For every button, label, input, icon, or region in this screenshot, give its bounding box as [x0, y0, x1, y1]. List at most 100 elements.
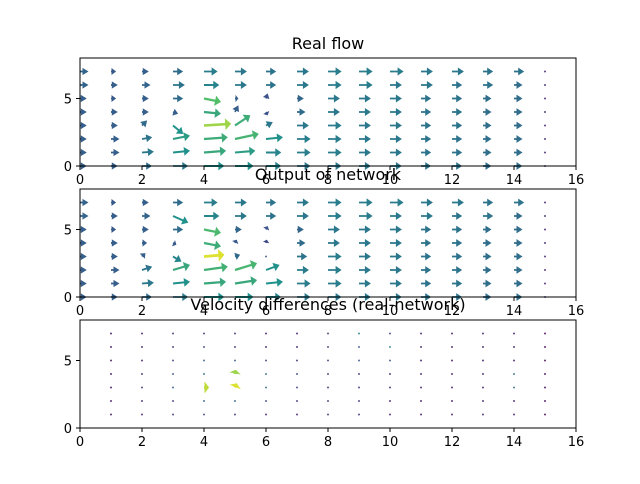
quiver-arrow — [262, 93, 270, 100]
quiver-arrow — [111, 81, 118, 89]
quiver-arrow — [483, 121, 492, 130]
quiver-arrow — [80, 279, 87, 288]
arrow-field — [110, 332, 546, 416]
quiver-arrow — [358, 359, 360, 362]
quiver-arrow — [327, 373, 329, 375]
y-tick-label: 0 — [64, 291, 72, 306]
quiver-arrow — [544, 346, 546, 348]
quiver-arrow — [142, 212, 151, 220]
quiver-arrow — [80, 239, 87, 247]
quiver-arrow — [204, 381, 210, 394]
quiver-arrow — [421, 266, 432, 274]
quiver-arrow — [452, 94, 463, 103]
quiver-arrow — [544, 228, 546, 231]
quiver-arrow — [390, 67, 404, 76]
quiver-arrow — [483, 239, 492, 247]
quiver-arrow — [203, 413, 205, 416]
x-tick-label: 10 — [382, 435, 399, 450]
quiver-arrow — [173, 225, 184, 234]
quiver-arrow — [203, 108, 222, 118]
quiver-arrow — [483, 108, 492, 116]
quiver-arrow — [451, 346, 453, 348]
quiver-arrow — [359, 211, 373, 221]
quiver-arrow — [110, 413, 112, 416]
x-tick-label: 8 — [324, 435, 332, 450]
quiver-arrow — [172, 254, 182, 263]
quiver-arrow — [482, 332, 484, 335]
quiver-arrow — [389, 413, 391, 416]
quiver-arrow — [141, 134, 153, 143]
quiver-arrow — [297, 252, 308, 261]
quiver-arrow — [359, 148, 371, 157]
quiver-arrow — [327, 386, 329, 389]
quiver-arrow — [482, 413, 484, 416]
quiver-arrow — [327, 413, 329, 416]
quiver-arrow — [483, 198, 494, 207]
quiver-arrow — [544, 373, 546, 375]
quiver-arrow — [514, 121, 523, 130]
quiver-arrow — [266, 198, 277, 207]
quiver-arrow — [229, 383, 241, 390]
quiver-arrow — [514, 225, 523, 234]
quiver-arrow — [544, 413, 546, 416]
quiver-arrow — [235, 211, 247, 221]
quiver-arrow — [80, 225, 87, 234]
quiver-arrow — [203, 95, 222, 106]
quiver-arrow — [358, 413, 360, 416]
quiver-arrow — [142, 67, 149, 76]
quiver-arrow — [513, 373, 515, 375]
quiver-arrow — [359, 238, 371, 248]
y-tick-label: 5 — [64, 355, 72, 370]
quiver-arrow — [359, 198, 373, 207]
quiver-arrow — [389, 346, 391, 348]
quiver-arrow — [203, 373, 205, 375]
quiver-arrow — [544, 84, 546, 86]
quiver-arrow — [328, 148, 342, 157]
quiver-arrow — [328, 252, 342, 261]
quiver-arrow — [111, 121, 118, 130]
quiver-arrow — [328, 225, 340, 234]
x-tick-label: 2 — [138, 304, 146, 319]
quiver-arrow — [544, 332, 546, 335]
quiver-arrow — [141, 359, 143, 362]
quiver-arrow — [421, 239, 432, 247]
quiver-arrow — [141, 386, 143, 389]
quiver-arrow — [389, 386, 391, 389]
quiver-arrow — [203, 132, 228, 143]
quiver-arrow — [452, 67, 464, 76]
quiver-arrow — [514, 279, 523, 288]
quiver-arrow — [452, 135, 463, 143]
quiver-arrow — [421, 252, 432, 261]
quiver-arrow — [452, 81, 463, 89]
y-tick-label: 0 — [64, 160, 72, 175]
quiver-arrow — [328, 211, 342, 221]
quiver-arrow — [420, 386, 422, 389]
quiver-arrow — [514, 239, 523, 247]
quiver-arrow — [327, 359, 329, 362]
quiver-arrow — [544, 255, 546, 258]
quiver-arrow — [266, 67, 277, 76]
quiver-arrow — [483, 148, 492, 157]
quiver-arrow — [232, 105, 239, 113]
subplot-title: Real flow — [292, 34, 365, 53]
y-axis: 05 — [64, 355, 80, 437]
quiver-arrow — [80, 108, 87, 116]
quiver-arrow — [141, 373, 143, 375]
quiver-arrow — [483, 135, 492, 143]
quiver-arrow — [266, 148, 282, 157]
x-tick-label: 6 — [262, 304, 270, 319]
quiver-arrow — [235, 67, 247, 76]
quiver-arrow — [265, 278, 284, 287]
quiver-arrow — [514, 135, 523, 143]
quiver-arrow — [296, 332, 298, 335]
quiver-arrow — [328, 134, 342, 144]
quiver-arrow — [390, 211, 402, 221]
quiver-arrow — [483, 81, 494, 89]
quiver-arrow — [234, 413, 236, 416]
quiver-arrow — [110, 346, 112, 348]
quiver-arrow — [297, 134, 311, 144]
quiver-arrow — [452, 279, 463, 288]
quiver-arrow — [482, 386, 484, 389]
quiver-arrow — [263, 226, 270, 231]
